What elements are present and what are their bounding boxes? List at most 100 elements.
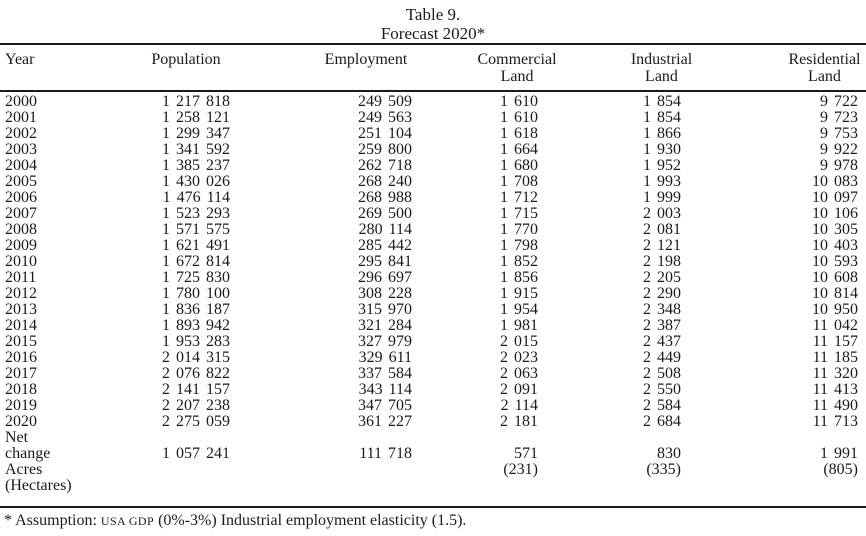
- column-header-label: Residential: [788, 51, 861, 68]
- table-row: 2004 1 385 237 262 718 1 680 1 952 9 978: [0, 158, 866, 174]
- value-cell: 2 063: [500, 365, 538, 382]
- value-cell: 2 014 315: [162, 349, 230, 366]
- row-label-cell: 2017: [5, 365, 37, 382]
- value-cell: 1 385 237: [162, 157, 230, 174]
- row-label-cell: 2012: [5, 285, 37, 302]
- table-row: 2008 1 571 575 280 114 1 770 2 081 10 305: [0, 222, 866, 238]
- value-cell: 1 258 121: [162, 109, 230, 126]
- row-label-cell: 2002: [5, 125, 37, 142]
- value-cell: 2 023: [500, 349, 538, 366]
- value-cell: 1 430 026: [162, 173, 230, 190]
- row-label-cell: 2019: [5, 397, 37, 414]
- table-row: 2010 1 672 814 295 841 1 852 2 198 10 593: [0, 254, 866, 270]
- row-label-cell: Net: [5, 429, 29, 446]
- value-cell: 347 705: [358, 397, 412, 414]
- value-cell: 2 003: [643, 205, 681, 222]
- value-cell: 571: [514, 445, 538, 462]
- value-cell: [414, 478, 540, 507]
- value-cell: 9 978: [820, 157, 858, 174]
- column-header-label: Industrial: [630, 51, 693, 68]
- row-label-cell: 2013: [5, 301, 37, 318]
- value-cell: 1 523 293: [162, 205, 230, 222]
- table-row: 2013 1 836 187 315 970 1 954 2 348 10 950: [0, 302, 866, 318]
- value-cell: (805): [823, 461, 858, 478]
- value-cell: 11 413: [812, 381, 858, 398]
- column-header-employment: Employment: [234, 44, 414, 92]
- value-cell: 2 181: [500, 413, 538, 430]
- value-cell: 1 664: [500, 141, 538, 158]
- table-row: 2019 2 207 238 347 705 2 114 2 584 11 490: [0, 398, 866, 414]
- column-header-label: Employment: [324, 51, 408, 68]
- value-cell: 1 854: [643, 93, 681, 110]
- column-header-population: Population: [62, 44, 234, 92]
- value-cell: 111 718: [359, 445, 412, 462]
- value-cell: 10 950: [812, 301, 858, 318]
- value-cell: 1 618: [500, 125, 538, 142]
- table-row: 2018 2 141 157 343 114 2 091 2 550 11 413: [0, 382, 866, 398]
- value-cell: 285 442: [358, 237, 412, 254]
- value-cell: 10 608: [812, 269, 858, 286]
- row-label-cell: 2020: [5, 413, 37, 430]
- value-cell: 268 240: [358, 173, 412, 190]
- value-cell: 1 953 283: [162, 333, 230, 350]
- value-cell: 1 893 942: [162, 317, 230, 334]
- value-cell: 10 083: [812, 173, 858, 190]
- footnote-smallcaps: USA GDP: [100, 514, 155, 528]
- row-label-cell: 2006: [5, 189, 37, 206]
- table-row: 2006 1 476 114 268 988 1 712 1 999 10 097: [0, 190, 866, 206]
- value-cell: 2 198: [643, 253, 681, 270]
- value-cell: [540, 478, 683, 507]
- table-row: 2012 1 780 100 308 228 1 915 2 290 10 814: [0, 286, 866, 302]
- row-label-cell: (Hectares): [5, 477, 72, 494]
- value-cell: 10 305: [812, 221, 858, 238]
- value-cell: 269 500: [358, 205, 412, 222]
- row-label-cell: 2014: [5, 317, 37, 334]
- row-label-cell: 2003: [5, 141, 37, 158]
- row-label-cell: 2010: [5, 253, 37, 270]
- value-cell: 1 952: [643, 157, 681, 174]
- value-cell: 1 852: [500, 253, 538, 270]
- row-label-cell: 2001: [5, 109, 37, 126]
- value-cell: 361 227: [358, 413, 412, 430]
- value-cell: 2 091: [500, 381, 538, 398]
- value-cell: 2 207 238: [162, 397, 230, 414]
- value-cell: 9 722: [820, 93, 858, 110]
- value-cell: 1 954: [500, 301, 538, 318]
- value-cell: 1 621 491: [162, 237, 230, 254]
- table-row: 2014 1 893 942 321 284 1 981 2 387 11 042: [0, 318, 866, 334]
- table-row: 2003 1 341 592 259 800 1 664 1 930 9 922: [0, 142, 866, 158]
- column-header-commercial-land: Commercial Land: [414, 44, 557, 92]
- table-row: 2016 2 014 315 329 611 2 023 2 449 11 185: [0, 350, 866, 366]
- table-row: 2017 2 076 822 337 584 2 063 2 508 11 320: [0, 366, 866, 382]
- table-body: 2000 1 217 818 249 509 1 610 1 854 9 722 2001 1…: [0, 91, 866, 507]
- value-cell: 11 185: [812, 349, 858, 366]
- value-cell: 11 157: [812, 333, 858, 350]
- value-cell: 1 780 100: [162, 285, 230, 302]
- value-cell: 11 713: [812, 413, 858, 430]
- value-cell: 280 114: [358, 221, 412, 238]
- value-cell: [234, 478, 414, 507]
- value-cell: 308 228: [358, 285, 412, 302]
- value-cell: 1 708: [500, 173, 538, 190]
- row-label-cell: 2000: [5, 93, 37, 110]
- footnote-prefix: * Assumption:: [4, 512, 97, 529]
- table-row: change 1 057 241 111 718 571 830 1 991: [0, 446, 866, 462]
- table-row: (Hectares): [0, 478, 866, 507]
- column-header-label: Land: [645, 68, 678, 85]
- row-label-cell: 2018: [5, 381, 37, 398]
- value-cell: 1 725 830: [162, 269, 230, 286]
- value-cell: 2 114: [500, 397, 538, 414]
- value-cell: [683, 430, 866, 446]
- table-row: Net: [0, 430, 866, 446]
- value-cell: 249 563: [358, 109, 412, 126]
- row-label-cell: Acres: [5, 461, 43, 478]
- table-row: 2005 1 430 026 268 240 1 708 1 993 10 083: [0, 174, 866, 190]
- value-cell: 296 697: [358, 269, 412, 286]
- value-cell: 1 341 592: [162, 141, 230, 158]
- table-subtitle: Forecast 2020*: [380, 24, 486, 43]
- table-row: 2009 1 621 491 285 442 1 798 2 121 10 403: [0, 238, 866, 254]
- value-cell: 2 387: [643, 317, 681, 334]
- value-cell: 11 042: [812, 317, 858, 334]
- column-header-label: Year: [5, 51, 35, 68]
- value-cell: 2 348: [643, 301, 681, 318]
